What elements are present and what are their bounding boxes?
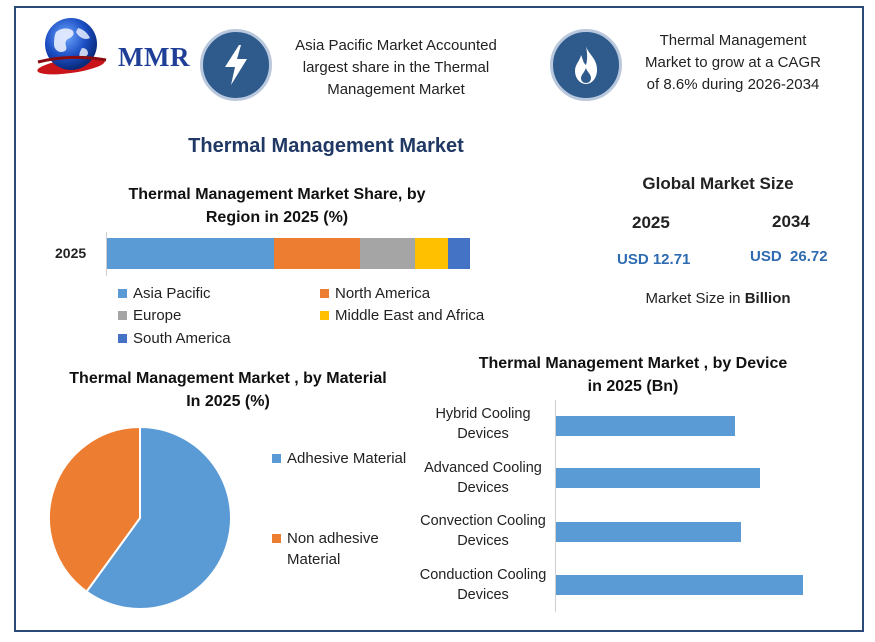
material-legend-item: Non adhesive Material <box>272 528 412 570</box>
market-size-note-unit: Billion <box>744 290 791 307</box>
region-stacked-bar <box>107 238 470 269</box>
lightning-icon <box>200 29 272 101</box>
legend-swatch <box>118 334 127 343</box>
market-year-2034: 2034 <box>772 212 810 231</box>
legend-label: South America <box>133 330 231 347</box>
device-chart-title: Thermal Management Market , by Device in… <box>478 355 788 395</box>
region-legend-item: Europe <box>118 307 181 324</box>
region-bar-segment-north-america <box>273 238 361 269</box>
material-chart-title: Thermal Management Market , by Material … <box>69 370 387 410</box>
legend-label: Middle East and Africa <box>335 307 485 324</box>
market-value-2025: USD 12.71 <box>617 251 691 268</box>
legend-swatch <box>118 311 127 320</box>
region-bar-segment-europe <box>360 238 416 269</box>
legend-swatch <box>272 454 281 463</box>
device-category-label: Advanced Cooling Devices <box>424 460 542 496</box>
legend-label: Non adhesive Material <box>287 530 379 568</box>
legend-label: North America <box>335 285 431 302</box>
market-size-note-prefix: Market Size in <box>645 290 745 307</box>
region-chart-axis <box>106 232 107 276</box>
material-pie-chart <box>48 425 232 610</box>
region-legend-item: Middle East and Africa <box>320 307 484 324</box>
flame-icon <box>550 29 622 101</box>
device-category-label: Convection Cooling Devices <box>420 513 546 549</box>
region-legend-item: South America <box>118 330 231 347</box>
market-size-unit-note: Market Size in Billion <box>612 290 824 307</box>
device-bar <box>556 575 803 595</box>
highlight-asia-pacific: Asia Pacific Market Accounted largest sh… <box>295 37 497 98</box>
legend-label: Europe <box>133 307 182 324</box>
legend-swatch <box>118 289 127 298</box>
pie-slice-non-adhesive-material <box>48 425 141 594</box>
device-bar <box>556 468 760 488</box>
mmr-logo: MMR <box>26 14 189 78</box>
global-market-size-title: Global Market Size <box>642 174 794 193</box>
highlight-cagr: Thermal Management Market to grow at a C… <box>645 32 821 93</box>
legend-label: Asia Pacific <box>133 285 211 302</box>
region-chart-category-label: 2025 <box>55 245 87 261</box>
device-bar <box>556 522 742 542</box>
globe-icon <box>37 18 107 75</box>
pie-slice-adhesive-material <box>85 425 232 610</box>
legend-swatch <box>320 311 329 320</box>
device-chart-axis <box>555 400 556 612</box>
region-bar-segment-middle-east-and-africa <box>415 238 449 269</box>
logo-text: MMR <box>118 42 190 72</box>
material-legend-item: Adhesive Material <box>272 448 412 469</box>
market-year-2025: 2025 <box>632 213 670 232</box>
region-bar-segment-south-america <box>448 238 470 269</box>
market-value-2034: USD 26.72 <box>750 248 828 265</box>
region-chart-title: Thermal Management Market Share, by Regi… <box>128 186 426 226</box>
legend-swatch <box>320 289 329 298</box>
region-legend-item: Asia Pacific <box>118 285 211 302</box>
region-bar-segment-asia-pacific <box>107 238 274 269</box>
page-title: Thermal Management Market <box>188 135 464 157</box>
legend-swatch <box>272 534 281 543</box>
device-category-label: Hybrid Cooling Devices <box>435 406 531 442</box>
device-bar <box>556 416 736 436</box>
legend-label: Adhesive Material <box>287 450 407 467</box>
region-legend-item: North America <box>320 285 430 302</box>
device-category-label: Conduction Cooling Devices <box>419 567 547 603</box>
